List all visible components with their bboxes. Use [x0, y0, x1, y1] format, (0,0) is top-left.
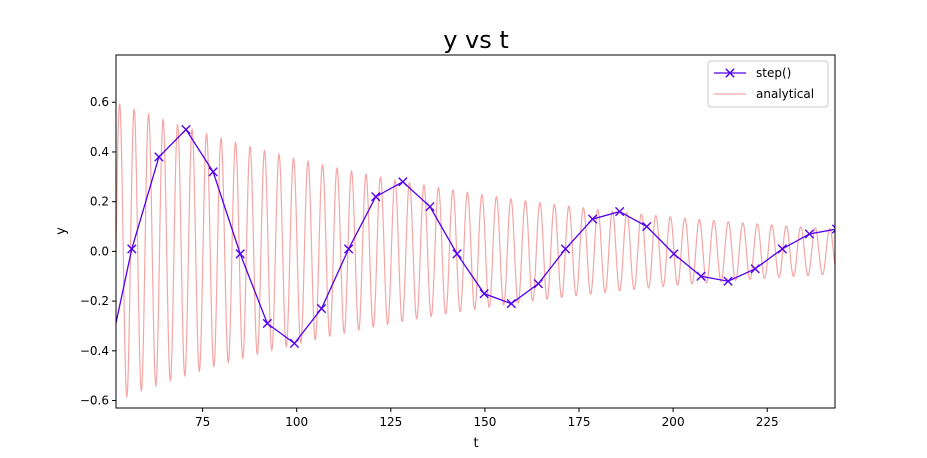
step-point [831, 224, 835, 234]
analytical-series [116, 103, 835, 399]
step-point [506, 298, 516, 309]
legend: step() analytical [707, 60, 829, 108]
y-tick-label: −0.2 [80, 294, 109, 308]
y-axis-label: y [54, 227, 69, 235]
y-tick-label: 0.0 [90, 244, 109, 258]
step-point [777, 244, 787, 254]
step-point [371, 192, 381, 202]
legend-analytical-label: analytical [756, 87, 814, 101]
step-line [116, 128, 835, 345]
step-point [479, 288, 489, 299]
y-tick-label: 0.2 [90, 195, 109, 209]
step-point [289, 338, 300, 349]
legend-step-label: step() [756, 66, 791, 80]
step-point [804, 229, 815, 239]
x-tick-label: 75 [195, 415, 210, 429]
step-point [101, 371, 109, 379]
step-point [614, 206, 625, 217]
step-point [723, 276, 733, 286]
step-point [642, 221, 652, 232]
analytical-line [116, 103, 835, 399]
step-series [101, 124, 835, 379]
y-axis: −0.6 −0.4 −0.2 0.0 0.2 0.4 0.6 [80, 95, 116, 408]
step-point [560, 244, 571, 254]
x-tick-label: 150 [473, 415, 496, 429]
x-tick-label: 100 [285, 415, 308, 429]
y-tick-label: −0.6 [80, 394, 109, 408]
step-point [452, 249, 462, 259]
step-point [262, 318, 273, 329]
y-tick-label: 0.4 [90, 145, 109, 159]
step-point [235, 249, 245, 259]
x-axis-label: t [473, 436, 478, 451]
y-tick-label: −0.4 [80, 344, 109, 358]
legend-step-x-marker [725, 68, 735, 78]
legend-step-marker [725, 68, 735, 78]
x-tick-label: 175 [568, 415, 591, 429]
step-point [181, 124, 191, 135]
step-point [208, 167, 218, 177]
step-point [425, 201, 435, 212]
step-point [587, 214, 598, 224]
x-tick-label: 200 [662, 415, 685, 429]
step-point [696, 271, 706, 281]
x-tick-label: 125 [379, 415, 402, 429]
y-tick-label: 0.6 [90, 95, 109, 109]
step-point [533, 279, 544, 289]
step-point [669, 249, 679, 259]
step-point [127, 244, 137, 254]
step-point [154, 152, 164, 162]
step-point [398, 177, 408, 187]
step-point [316, 303, 327, 314]
step-point [750, 264, 760, 274]
step-point [343, 244, 354, 254]
x-axis: 75 100 125 150 175 200 225 [195, 408, 779, 429]
plot-frame [115, 54, 836, 409]
chart-title: y vs t [443, 26, 509, 54]
x-tick-label: 225 [756, 415, 779, 429]
